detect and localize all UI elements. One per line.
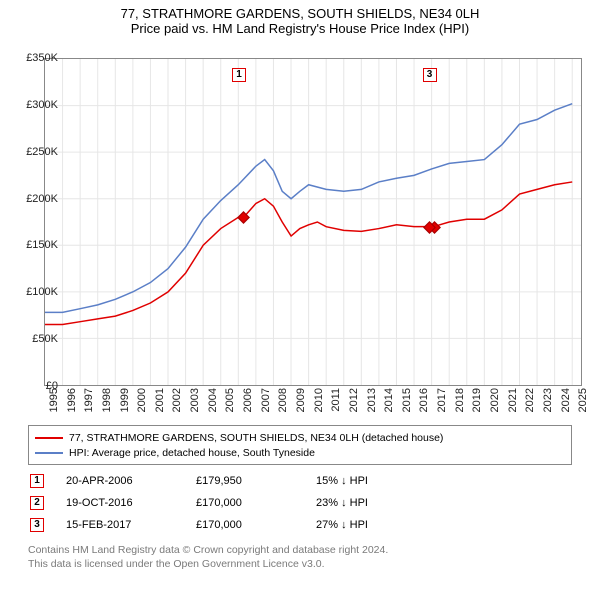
footnote: Contains HM Land Registry data © Crown c… (28, 544, 572, 571)
price-point-label: 3 (423, 68, 437, 82)
transaction-price: £179,950 (196, 475, 316, 487)
footnote-line: This data is licensed under the Open Gov… (28, 558, 572, 572)
y-axis-label: £350K (16, 52, 58, 64)
legend-swatch (35, 437, 63, 439)
x-axis-label: 2015 (401, 388, 413, 418)
x-axis-label: 2022 (524, 388, 536, 418)
price-point-label: 1 (232, 68, 246, 82)
transaction-row: 2 19-OCT-2016 £170,000 23% ↓ HPI (28, 492, 572, 514)
x-axis-label: 2004 (207, 388, 219, 418)
legend-swatch (35, 452, 63, 454)
x-axis-label: 2006 (242, 388, 254, 418)
x-axis-label: 1999 (119, 388, 131, 418)
transaction-date: 15-FEB-2017 (66, 519, 196, 531)
y-axis-label: £150K (16, 239, 58, 251)
transaction-row: 3 15-FEB-2017 £170,000 27% ↓ HPI (28, 514, 572, 536)
transaction-price: £170,000 (196, 497, 316, 509)
plot-area: 13 (44, 58, 582, 386)
chart-subtitle: Price paid vs. HM Land Registry's House … (0, 21, 600, 36)
y-axis-label: £200K (16, 193, 58, 205)
legend-label: 77, STRATHMORE GARDENS, SOUTH SHIELDS, N… (69, 432, 443, 444)
x-axis-label: 2002 (171, 388, 183, 418)
legend-item: 77, STRATHMORE GARDENS, SOUTH SHIELDS, N… (35, 430, 565, 445)
x-axis-label: 2008 (277, 388, 289, 418)
x-axis-label: 2024 (560, 388, 572, 418)
x-axis-label: 1995 (48, 388, 60, 418)
x-axis-label: 2003 (189, 388, 201, 418)
y-axis-label: £250K (16, 146, 58, 158)
y-axis-label: £300K (16, 99, 58, 111)
transaction-price: £170,000 (196, 519, 316, 531)
x-axis-label: 2005 (224, 388, 236, 418)
transaction-date: 20-APR-2006 (66, 475, 196, 487)
transaction-diff: 27% ↓ HPI (316, 519, 436, 531)
transaction-marker: 1 (30, 474, 44, 488)
x-axis-label: 2010 (313, 388, 325, 418)
transaction-date: 19-OCT-2016 (66, 497, 196, 509)
transaction-marker: 3 (30, 518, 44, 532)
chart-title: 77, STRATHMORE GARDENS, SOUTH SHIELDS, N… (0, 6, 600, 21)
y-axis-label: £50K (16, 333, 58, 345)
legend-label: HPI: Average price, detached house, Sout… (69, 447, 315, 459)
x-axis-label: 2013 (366, 388, 378, 418)
transaction-diff: 23% ↓ HPI (316, 497, 436, 509)
x-axis-label: 2000 (136, 388, 148, 418)
x-axis-label: 2017 (436, 388, 448, 418)
x-axis-label: 2019 (471, 388, 483, 418)
x-axis-label: 2025 (577, 388, 589, 418)
x-axis-label: 1997 (83, 388, 95, 418)
x-axis-label: 1998 (101, 388, 113, 418)
x-axis-label: 2009 (295, 388, 307, 418)
x-axis-label: 2007 (260, 388, 272, 418)
legend-item: HPI: Average price, detached house, Sout… (35, 445, 565, 460)
x-axis-label: 2021 (507, 388, 519, 418)
transaction-marker: 2 (30, 496, 44, 510)
x-axis-label: 2020 (489, 388, 501, 418)
footnote-line: Contains HM Land Registry data © Crown c… (28, 544, 572, 558)
transaction-list: 1 20-APR-2006 £179,950 15% ↓ HPI 2 19-OC… (28, 470, 572, 536)
legend: 77, STRATHMORE GARDENS, SOUTH SHIELDS, N… (28, 425, 572, 465)
x-axis-label: 2001 (154, 388, 166, 418)
transaction-row: 1 20-APR-2006 £179,950 15% ↓ HPI (28, 470, 572, 492)
y-axis-label: £100K (16, 286, 58, 298)
x-axis-label: 2016 (418, 388, 430, 418)
transaction-diff: 15% ↓ HPI (316, 475, 436, 487)
x-axis-label: 2014 (383, 388, 395, 418)
x-axis-label: 2018 (454, 388, 466, 418)
x-axis-label: 2023 (542, 388, 554, 418)
x-axis-label: 1996 (66, 388, 78, 418)
x-axis-label: 2011 (330, 388, 342, 418)
x-axis-label: 2012 (348, 388, 360, 418)
chart-svg (45, 59, 581, 385)
